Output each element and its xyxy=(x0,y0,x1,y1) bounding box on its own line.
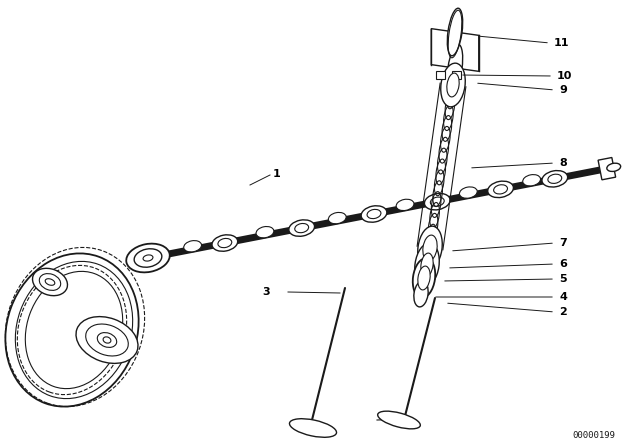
Ellipse shape xyxy=(86,324,128,356)
Ellipse shape xyxy=(135,250,161,266)
Ellipse shape xyxy=(447,8,463,56)
Ellipse shape xyxy=(430,197,444,206)
Ellipse shape xyxy=(488,181,513,198)
Ellipse shape xyxy=(413,258,435,298)
Ellipse shape xyxy=(542,171,568,187)
Text: 00000199: 00000199 xyxy=(572,431,615,440)
Ellipse shape xyxy=(424,194,450,210)
Ellipse shape xyxy=(460,187,477,198)
Text: 9: 9 xyxy=(559,85,567,95)
Ellipse shape xyxy=(415,243,439,287)
Text: 7: 7 xyxy=(559,238,567,248)
Ellipse shape xyxy=(103,337,111,343)
Ellipse shape xyxy=(143,255,153,261)
Ellipse shape xyxy=(134,249,162,267)
Text: 8: 8 xyxy=(559,158,567,168)
Ellipse shape xyxy=(447,44,463,92)
Text: 6: 6 xyxy=(559,259,567,269)
Text: 11: 11 xyxy=(554,38,570,48)
Ellipse shape xyxy=(418,226,442,270)
Bar xyxy=(452,71,461,79)
Ellipse shape xyxy=(447,73,459,97)
Ellipse shape xyxy=(361,206,387,222)
Ellipse shape xyxy=(289,220,314,236)
Ellipse shape xyxy=(289,419,337,437)
Ellipse shape xyxy=(45,279,55,285)
Ellipse shape xyxy=(523,175,541,186)
Ellipse shape xyxy=(33,268,67,296)
Ellipse shape xyxy=(421,253,433,277)
Ellipse shape xyxy=(414,281,428,307)
Polygon shape xyxy=(598,158,616,180)
Ellipse shape xyxy=(141,254,155,263)
Ellipse shape xyxy=(418,266,430,290)
Ellipse shape xyxy=(184,241,202,252)
Ellipse shape xyxy=(5,254,139,407)
Polygon shape xyxy=(431,29,479,71)
Ellipse shape xyxy=(493,185,508,194)
Ellipse shape xyxy=(39,274,61,290)
Ellipse shape xyxy=(97,332,116,347)
Ellipse shape xyxy=(295,224,308,233)
Text: 2: 2 xyxy=(559,307,567,317)
Ellipse shape xyxy=(328,212,346,224)
Ellipse shape xyxy=(212,235,237,251)
Ellipse shape xyxy=(441,63,465,107)
Ellipse shape xyxy=(396,199,414,211)
Text: 1: 1 xyxy=(273,169,281,179)
Text: 5: 5 xyxy=(559,274,566,284)
Ellipse shape xyxy=(76,317,138,363)
Ellipse shape xyxy=(423,235,437,261)
Ellipse shape xyxy=(126,244,170,272)
Ellipse shape xyxy=(548,174,562,183)
Text: 3: 3 xyxy=(262,287,270,297)
Ellipse shape xyxy=(367,209,381,219)
Text: 10: 10 xyxy=(557,71,572,81)
Ellipse shape xyxy=(378,411,420,429)
Text: 4: 4 xyxy=(559,292,567,302)
Ellipse shape xyxy=(256,227,274,238)
Bar xyxy=(436,71,445,79)
Ellipse shape xyxy=(218,238,232,248)
Ellipse shape xyxy=(607,163,621,172)
